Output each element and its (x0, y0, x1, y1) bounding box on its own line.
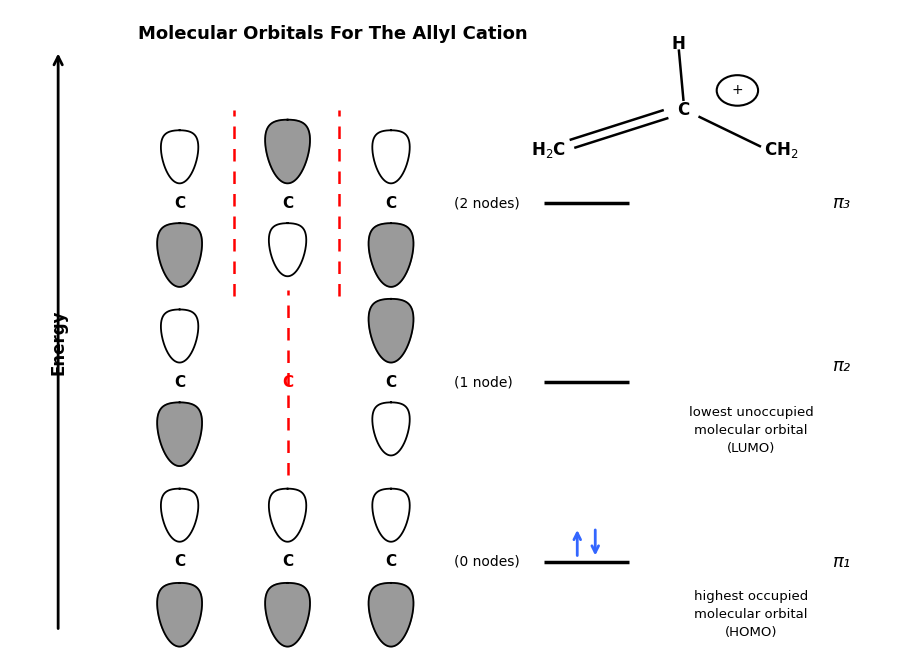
Polygon shape (157, 223, 202, 287)
Polygon shape (161, 309, 198, 363)
Polygon shape (372, 489, 410, 542)
Polygon shape (369, 223, 413, 287)
Text: C: C (282, 375, 293, 390)
Polygon shape (372, 403, 410, 456)
Text: C: C (677, 101, 689, 120)
Polygon shape (265, 120, 310, 183)
Polygon shape (161, 489, 198, 542)
Text: (2 nodes): (2 nodes) (454, 196, 519, 210)
Polygon shape (372, 130, 410, 183)
Text: C: C (282, 196, 293, 211)
Text: H: H (672, 35, 686, 53)
Polygon shape (157, 403, 202, 466)
Polygon shape (369, 583, 413, 646)
Polygon shape (269, 489, 306, 542)
Polygon shape (157, 583, 202, 646)
Text: C: C (174, 554, 185, 569)
Polygon shape (265, 583, 310, 646)
Text: C: C (386, 375, 397, 390)
Text: highest occupied
molecular orbital
(HOMO): highest occupied molecular orbital (HOMO… (694, 589, 808, 638)
Text: lowest unoccupied
molecular orbital
(LUMO): lowest unoccupied molecular orbital (LUM… (688, 406, 814, 455)
Text: H$_2$C: H$_2$C (531, 140, 567, 160)
Polygon shape (269, 223, 306, 276)
Text: +: + (732, 83, 744, 97)
Text: C: C (174, 196, 185, 211)
Text: (1 node): (1 node) (454, 376, 513, 390)
Text: C: C (282, 554, 293, 569)
Polygon shape (369, 299, 413, 363)
Text: C: C (174, 375, 185, 390)
Text: π₃: π₃ (832, 194, 850, 212)
Text: π₁: π₁ (832, 552, 850, 571)
Text: CH$_2$: CH$_2$ (765, 140, 799, 160)
Polygon shape (161, 130, 198, 183)
Text: Energy: Energy (49, 310, 67, 376)
Text: C: C (386, 554, 397, 569)
Text: (0 nodes): (0 nodes) (454, 554, 519, 569)
Text: Molecular Orbitals For The Allyl Cation: Molecular Orbitals For The Allyl Cation (138, 25, 528, 43)
Text: π₂: π₂ (832, 357, 850, 375)
Text: C: C (386, 196, 397, 211)
